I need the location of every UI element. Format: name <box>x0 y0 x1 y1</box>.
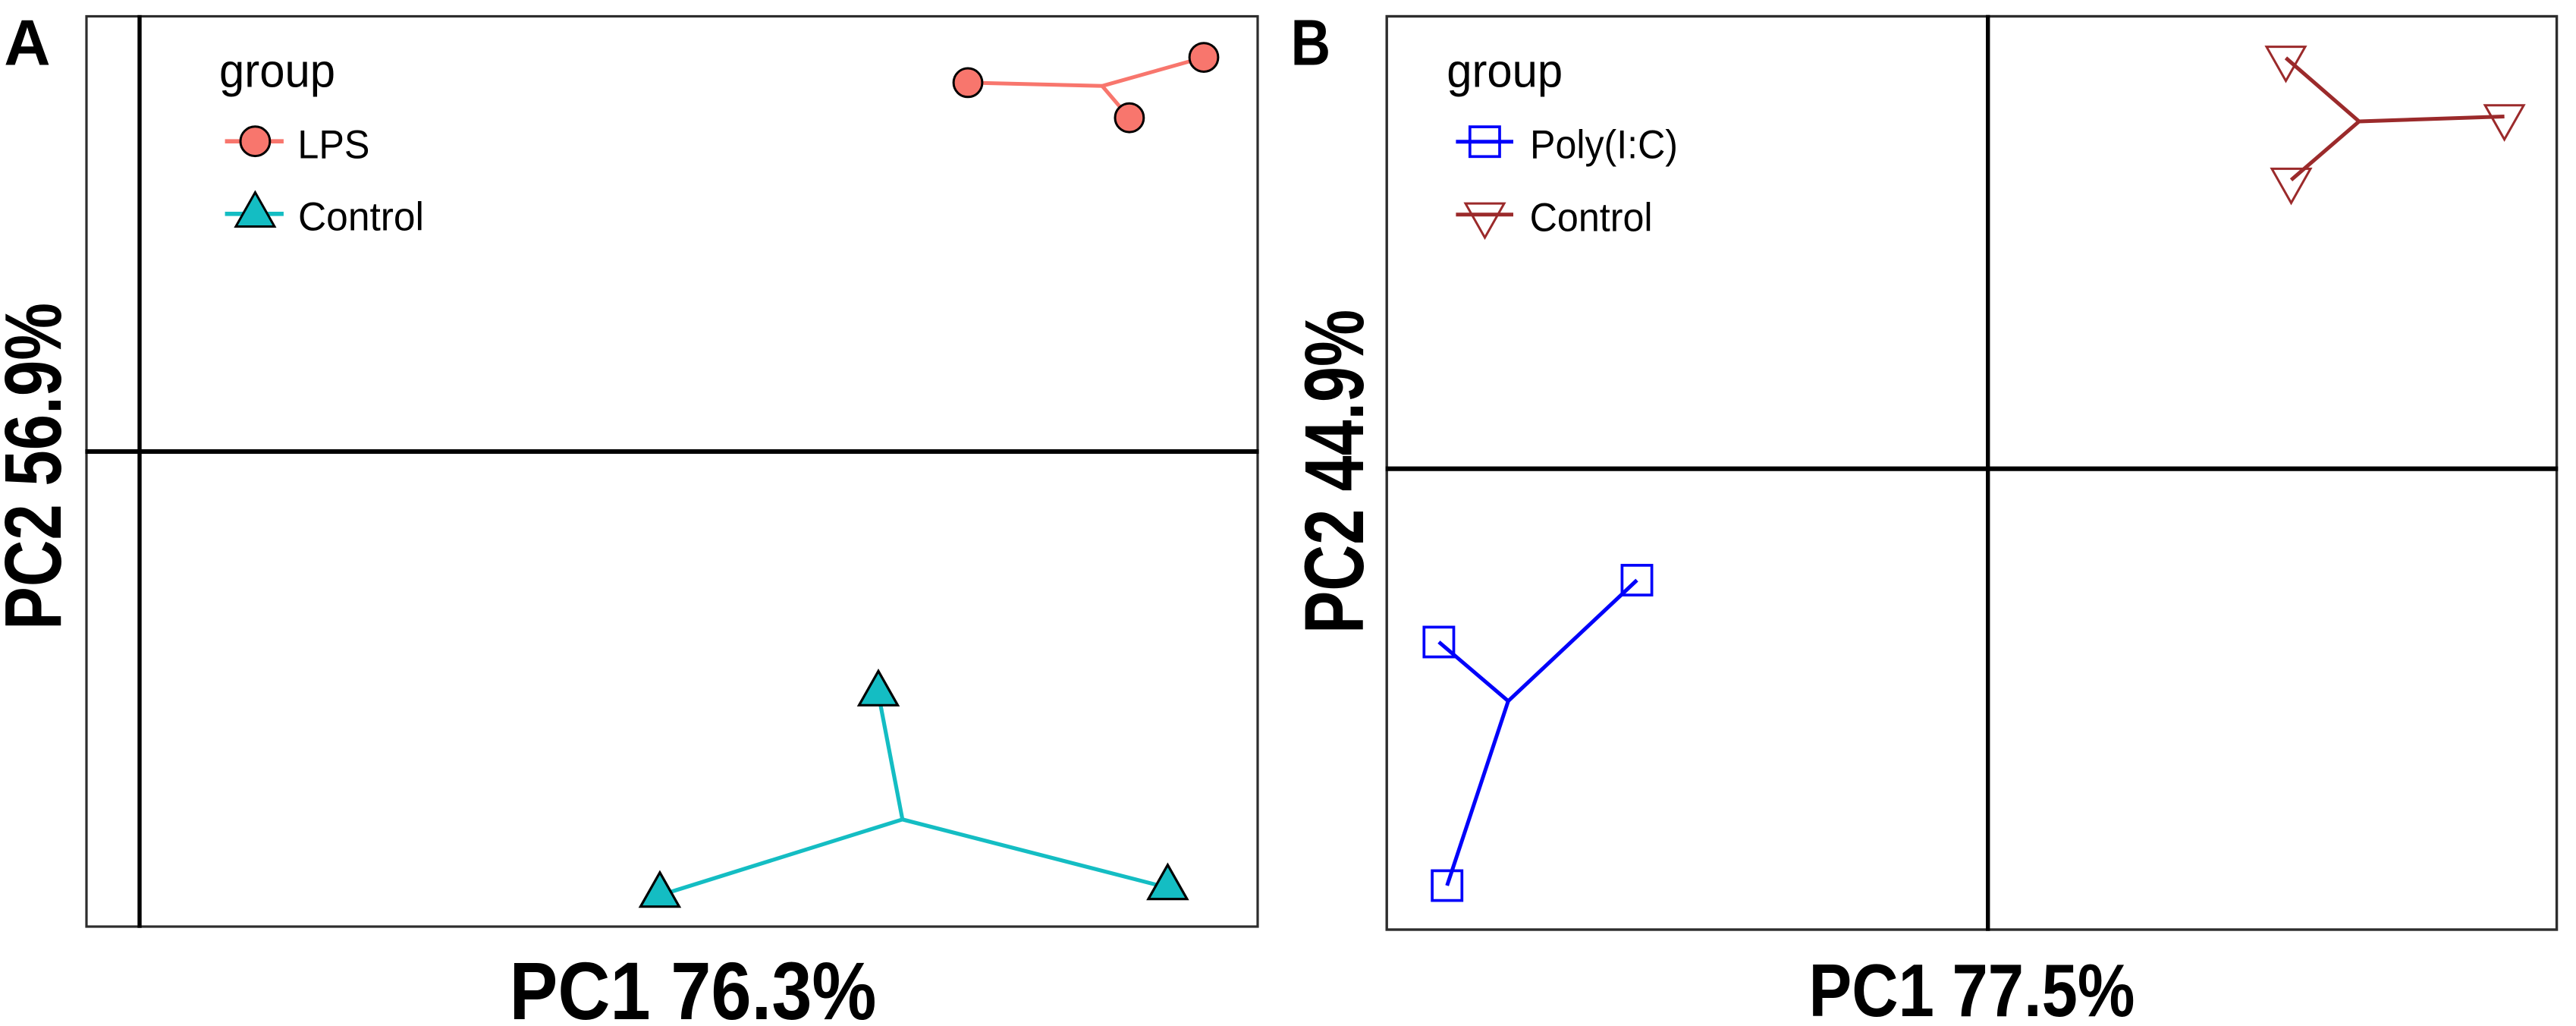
svg-text:PC1 76.3%: PC1 76.3% <box>510 945 877 1026</box>
svg-text:Control: Control <box>298 195 424 240</box>
svg-text:group: group <box>219 45 335 98</box>
svg-text:Poly(I:C): Poly(I:C) <box>1530 122 1678 167</box>
svg-text:group: group <box>1447 45 1563 98</box>
svg-text:A: A <box>4 8 50 80</box>
svg-text:PC1 77.5%: PC1 77.5% <box>1809 949 2135 1026</box>
svg-text:B: B <box>1291 8 1331 80</box>
svg-text:PC2 44.9%: PC2 44.9% <box>1288 310 1381 634</box>
svg-text:PC2 56.9%: PC2 56.9% <box>0 303 78 630</box>
svg-text:LPS: LPS <box>297 122 369 167</box>
svg-text:Control: Control <box>1530 195 1653 240</box>
